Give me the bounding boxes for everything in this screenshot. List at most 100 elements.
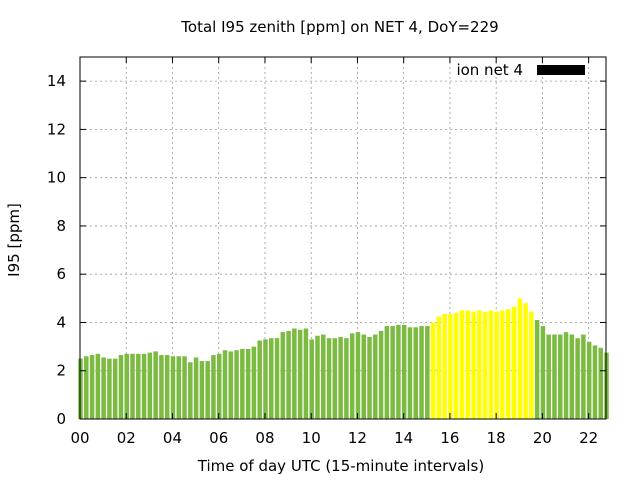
bar	[332, 338, 338, 419]
bar	[390, 326, 395, 419]
bar	[188, 362, 193, 419]
bar	[373, 334, 378, 419]
bar	[164, 355, 170, 419]
legend: ion net 4	[456, 61, 585, 79]
plot-frame	[79, 56, 607, 420]
bar	[581, 334, 586, 419]
highlight-bar	[488, 310, 494, 419]
bars	[78, 298, 609, 419]
bar	[355, 332, 361, 419]
highlight-bar	[436, 316, 442, 419]
bar	[315, 335, 320, 419]
y-tick-label: 2	[56, 362, 66, 380]
bar	[326, 338, 332, 419]
y-axis-label: I95 [ppm]	[5, 203, 23, 277]
highlight-bar	[477, 310, 482, 419]
x-tick-label: 20	[533, 429, 552, 447]
bar	[303, 328, 309, 419]
bar	[234, 350, 239, 419]
bar	[401, 324, 407, 419]
x-tick-label: 00	[70, 429, 89, 447]
highlight-bar	[511, 306, 517, 419]
bar	[78, 358, 83, 419]
bar	[349, 333, 355, 419]
y-tick-label: 4	[56, 313, 66, 331]
bar	[193, 357, 199, 419]
bar	[147, 352, 153, 419]
bar	[309, 339, 314, 419]
bar	[604, 352, 609, 419]
x-tick-label: 02	[117, 429, 136, 447]
bar	[245, 349, 251, 419]
y-tick-label: 8	[56, 217, 66, 235]
bar	[118, 355, 124, 419]
bar	[274, 338, 280, 419]
highlight-bar	[465, 310, 471, 419]
bar	[101, 357, 106, 419]
bar	[552, 334, 557, 419]
highlight-bar	[482, 311, 488, 419]
highlight-bar	[448, 314, 453, 419]
bar	[396, 324, 401, 419]
x-tick-label: 12	[348, 429, 367, 447]
bar	[251, 346, 257, 419]
bar	[425, 326, 430, 419]
bar	[130, 353, 135, 419]
bar	[268, 338, 274, 419]
bar	[199, 361, 205, 419]
x-tick-label: 16	[440, 429, 459, 447]
bar	[159, 355, 164, 419]
highlight-bar	[517, 298, 523, 419]
highlight-bar	[471, 311, 476, 419]
bar	[338, 336, 343, 419]
bar	[141, 353, 147, 419]
bar	[407, 327, 413, 419]
bar	[216, 353, 222, 419]
bar	[280, 332, 286, 419]
highlight-bar	[505, 309, 511, 419]
bar	[297, 329, 303, 419]
bar	[176, 356, 182, 419]
bar	[413, 327, 419, 419]
bar	[153, 351, 158, 419]
x-tick-label: 18	[487, 429, 506, 447]
bar	[124, 353, 129, 419]
bar	[84, 356, 89, 419]
bar	[136, 353, 141, 419]
highlight-bar	[523, 303, 528, 419]
bar	[112, 358, 118, 419]
highlight-bar	[494, 311, 499, 419]
bar	[361, 334, 366, 419]
y-tick-label: 10	[47, 169, 66, 187]
x-tick-label: 14	[394, 429, 413, 447]
bar	[228, 351, 234, 419]
highlight-bar	[459, 310, 465, 419]
bar	[321, 334, 326, 419]
bar	[182, 356, 187, 419]
bar	[222, 350, 228, 419]
highlight-bar	[453, 312, 459, 419]
bar	[367, 336, 372, 419]
highlight-bar	[430, 322, 436, 419]
bar	[170, 356, 176, 419]
legend-swatch	[537, 65, 585, 75]
bar	[534, 320, 540, 419]
bar	[586, 341, 592, 419]
bar	[540, 326, 546, 419]
x-axis-label: Time of day UTC (15-minute intervals)	[197, 457, 484, 475]
bar	[384, 326, 390, 419]
bar	[592, 345, 598, 419]
y-tick-label: 14	[47, 72, 66, 90]
bar	[563, 332, 569, 419]
bar	[378, 330, 384, 419]
bar	[240, 349, 245, 419]
y-tick-label: 12	[47, 120, 66, 138]
bar	[211, 355, 216, 419]
bar	[419, 326, 424, 419]
bar	[598, 347, 603, 419]
x-tick-label: 10	[302, 429, 321, 447]
bar	[292, 328, 297, 419]
bar	[107, 358, 112, 419]
